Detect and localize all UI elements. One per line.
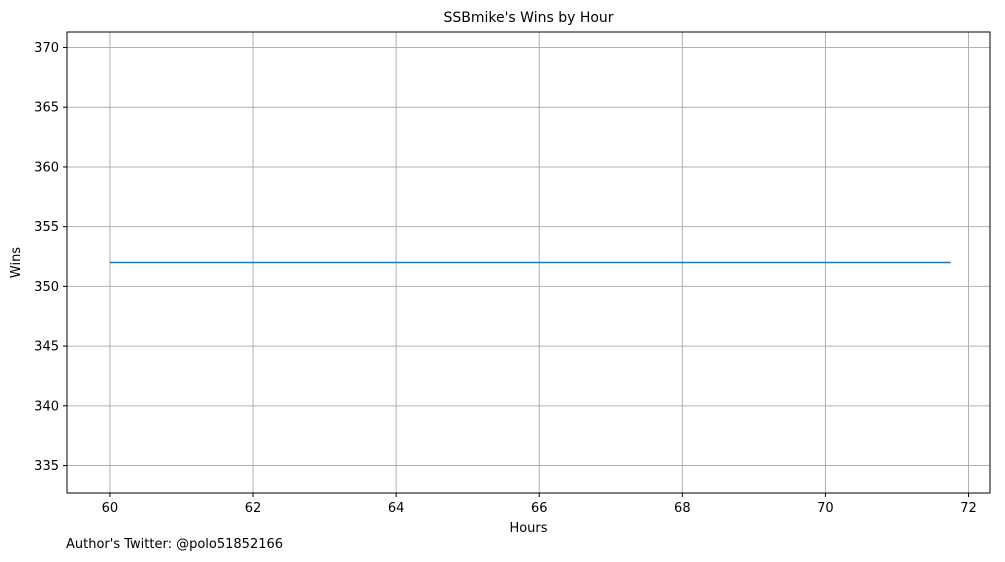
author-twitter-note: Author's Twitter: @polo51852166 — [66, 537, 284, 552]
x-tick-label: 66 — [531, 501, 548, 516]
y-axis-ticks: 335 340 345 350 355 360 365 370 — [34, 41, 67, 474]
x-tick-label: 72 — [960, 501, 977, 516]
x-tick-label: 68 — [674, 501, 691, 516]
y-tick-label: 355 — [34, 220, 59, 235]
y-tick-label: 345 — [34, 340, 59, 355]
chart-title: SSBmike's Wins by Hour — [443, 10, 613, 26]
x-tick-label: 64 — [388, 501, 405, 516]
y-tick-label: 370 — [34, 41, 59, 56]
y-tick-label: 335 — [34, 459, 59, 474]
x-tick-label: 70 — [817, 501, 834, 516]
y-tick-label: 365 — [34, 101, 59, 116]
x-axis-ticks: 60 62 64 66 68 70 72 — [102, 493, 977, 516]
y-tick-label: 350 — [34, 280, 59, 295]
line-chart: 60 62 64 66 68 70 72 335340345350355360365370 … — [9, 10, 991, 536]
y-tick-label: 340 — [34, 399, 59, 414]
x-axis-label: Hours — [509, 521, 547, 536]
y-tick-label: 360 — [34, 160, 59, 175]
axes-frame — [66, 31, 991, 494]
x-tick-label: 60 — [102, 501, 119, 516]
x-tick-label: 62 — [245, 501, 262, 516]
y-axis-label: Wins — [9, 247, 24, 278]
